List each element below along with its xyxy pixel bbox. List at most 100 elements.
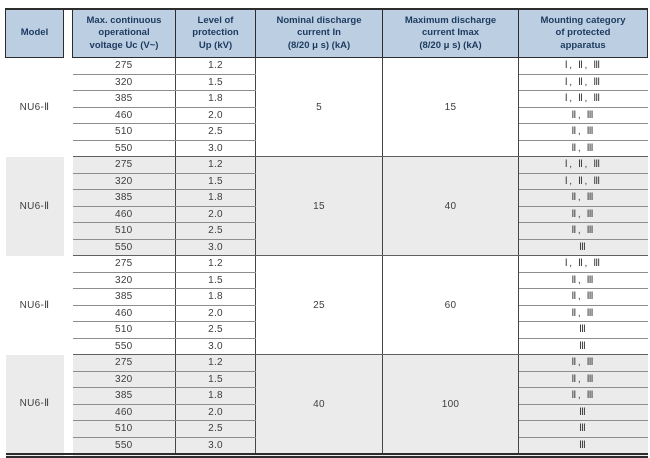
col-header-nominal-current: Nominal discharge current In (8/20 μ s) … <box>255 8 383 58</box>
category-cell: Ⅱ, Ⅲ <box>518 206 648 223</box>
col-header-max-current: Maximum discharge current Imax (8/20 μ s… <box>382 8 519 58</box>
category-cell: Ⅱ, Ⅲ <box>518 107 648 124</box>
category-cell: Ⅱ, Ⅲ <box>518 189 648 207</box>
protection-cell: 1.8 <box>175 90 256 108</box>
category-cell: Ⅲ <box>518 338 648 355</box>
category-cell: Ⅰ, Ⅱ, Ⅲ <box>518 173 648 190</box>
table-row: NU6-Ⅱ 275 1.2 5 15 Ⅰ, Ⅱ, Ⅲ <box>5 57 648 157</box>
category-cell: Ⅰ, Ⅱ, Ⅲ <box>518 74 648 91</box>
table-row: NU6-Ⅱ 275 1.2 40 100 Ⅱ, Ⅲ <box>5 354 648 456</box>
protection-cell: 2.0 <box>175 206 256 223</box>
col-header-mounting-category: Mounting category of protected apparatus <box>518 8 648 58</box>
model-cell: NU6-Ⅱ <box>5 156 64 256</box>
protection-cell: 3.0 <box>175 437 256 456</box>
table-row: 385 1.8 Ⅰ, Ⅱ, Ⅲ <box>6 90 648 108</box>
header-column-gap <box>63 9 73 58</box>
table-row: 385 1.8 Ⅱ, Ⅲ <box>6 387 648 405</box>
protection-cell: 2.5 <box>175 222 256 240</box>
column-gap <box>63 255 73 355</box>
table-row: 460 2.0 Ⅱ, Ⅲ <box>6 305 648 322</box>
voltage-cell: 275 <box>72 57 176 75</box>
protection-cell: 2.5 <box>175 420 256 438</box>
nominal-current-cell: 15 <box>255 156 383 256</box>
protection-cell: 2.0 <box>175 404 256 421</box>
voltage-cell: 385 <box>72 189 176 207</box>
table-row: 320 1.5 Ⅱ, Ⅲ <box>6 272 648 289</box>
voltage-cell: 550 <box>72 239 176 256</box>
voltage-cell: 550 <box>72 437 176 456</box>
protection-cell: 1.2 <box>175 255 256 273</box>
table-row: 510 2.5 Ⅲ <box>6 321 648 339</box>
category-cell: Ⅰ, Ⅱ, Ⅲ <box>518 57 648 75</box>
table-row: 460 2.0 Ⅱ, Ⅲ <box>6 107 648 124</box>
table-row: 320 1.5 Ⅰ, Ⅱ, Ⅲ <box>6 74 648 91</box>
nominal-current-cell: 5 <box>255 57 383 157</box>
protection-cell: 3.0 <box>175 140 256 157</box>
voltage-cell: 385 <box>72 288 176 306</box>
voltage-cell: 385 <box>72 387 176 405</box>
table-row: 460 2.0 Ⅲ <box>6 404 648 421</box>
max-current-cell: 15 <box>382 57 519 157</box>
protection-cell: 2.0 <box>175 305 256 322</box>
col-header-model: Model <box>5 8 64 58</box>
table-row: 385 1.8 Ⅱ, Ⅲ <box>6 288 648 306</box>
category-cell: Ⅱ, Ⅲ <box>518 123 648 141</box>
specs-table-body: NU6-Ⅱ 275 1.2 5 15 Ⅰ, Ⅱ, Ⅲ 320 1.5 Ⅰ, Ⅱ, Ⅲ 385 1.8… <box>5 57 648 456</box>
voltage-cell: 460 <box>72 206 176 223</box>
table-row: 550 3.0 Ⅲ <box>6 338 648 355</box>
protection-cell: 1.8 <box>175 189 256 207</box>
protection-cell: 1.5 <box>175 272 256 289</box>
category-cell: Ⅰ, Ⅱ, Ⅲ <box>518 156 648 174</box>
model-cell: NU6-Ⅱ <box>5 57 64 157</box>
protection-cell: 1.5 <box>175 371 256 388</box>
voltage-cell: 320 <box>72 272 176 289</box>
voltage-cell: 550 <box>72 338 176 355</box>
voltage-cell: 460 <box>72 107 176 124</box>
voltage-cell: 275 <box>72 354 176 372</box>
col-header-protection: Level of protection Up (kV) <box>175 8 256 58</box>
voltage-cell: 460 <box>72 305 176 322</box>
max-current-cell: 40 <box>382 156 519 256</box>
specs-table: Model Max. continuous operational voltag… <box>5 8 648 458</box>
category-cell: Ⅲ <box>518 321 648 339</box>
nominal-current-cell: 25 <box>255 255 383 355</box>
protection-cell: 2.0 <box>175 107 256 124</box>
category-cell: Ⅱ, Ⅲ <box>518 371 648 388</box>
table-row: 510 2.5 Ⅱ, Ⅲ <box>6 222 648 240</box>
voltage-cell: 510 <box>72 420 176 438</box>
table-row: NU6-Ⅱ 275 1.2 25 60 Ⅰ, Ⅱ, Ⅲ <box>5 255 648 355</box>
table-header-row: Model Max. continuous operational voltag… <box>5 8 648 58</box>
category-cell: Ⅲ <box>518 404 648 421</box>
protection-cell: 1.2 <box>175 354 256 372</box>
voltage-cell: 275 <box>72 156 176 174</box>
protection-cell: 3.0 <box>175 338 256 355</box>
protection-cell: 1.2 <box>175 156 256 174</box>
category-cell: Ⅱ, Ⅲ <box>518 272 648 289</box>
voltage-cell: 460 <box>72 404 176 421</box>
voltage-cell: 320 <box>72 371 176 388</box>
category-cell: Ⅱ, Ⅲ <box>518 288 648 306</box>
voltage-cell: 550 <box>72 140 176 157</box>
nominal-current-cell: 40 <box>255 354 383 456</box>
voltage-cell: 510 <box>72 123 176 141</box>
protection-cell: 1.2 <box>175 57 256 75</box>
category-cell: Ⅲ <box>518 239 648 256</box>
max-current-cell: 60 <box>382 255 519 355</box>
protection-cell: 1.8 <box>175 387 256 405</box>
column-gap <box>63 57 73 157</box>
table-row: 510 2.5 Ⅲ <box>6 420 648 438</box>
protection-cell: 1.5 <box>175 74 256 91</box>
voltage-cell: 385 <box>72 90 176 108</box>
column-gap <box>63 156 73 256</box>
voltage-cell: 510 <box>72 222 176 240</box>
column-gap <box>63 354 73 456</box>
voltage-cell: 275 <box>72 255 176 273</box>
table-row: 385 1.8 Ⅱ, Ⅲ <box>6 189 648 207</box>
protection-cell: 2.5 <box>175 321 256 339</box>
category-cell: Ⅱ, Ⅲ <box>518 387 648 405</box>
voltage-cell: 320 <box>72 173 176 190</box>
category-cell: Ⅲ <box>518 420 648 438</box>
table-row: 550 3.0 Ⅱ, Ⅲ <box>6 140 648 157</box>
table-row: 320 1.5 Ⅱ, Ⅲ <box>6 371 648 388</box>
